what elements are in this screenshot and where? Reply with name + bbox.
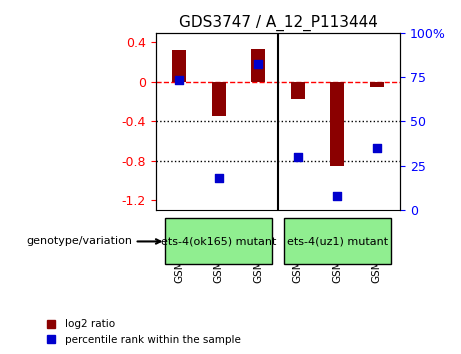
Legend: log2 ratio, percentile rank within the sample: log2 ratio, percentile rank within the s… — [42, 315, 245, 349]
Text: ets-4(ok165) mutant: ets-4(ok165) mutant — [161, 236, 277, 246]
Bar — [172, 50, 186, 82]
Point — [176, 78, 183, 83]
Text: genotype/variation: genotype/variation — [26, 236, 160, 246]
Bar — [291, 82, 305, 98]
Bar — [331, 82, 344, 166]
Bar — [212, 82, 226, 116]
Point — [333, 193, 341, 199]
Title: GDS3747 / A_12_P113444: GDS3747 / A_12_P113444 — [178, 15, 378, 31]
Bar — [284, 218, 390, 264]
Bar — [165, 218, 272, 264]
Bar — [251, 49, 265, 82]
Point — [294, 154, 301, 160]
Bar — [370, 82, 384, 87]
Point — [254, 62, 262, 67]
Text: ets-4(uz1) mutant: ets-4(uz1) mutant — [287, 236, 388, 246]
Point — [373, 145, 380, 151]
Point — [215, 175, 223, 181]
